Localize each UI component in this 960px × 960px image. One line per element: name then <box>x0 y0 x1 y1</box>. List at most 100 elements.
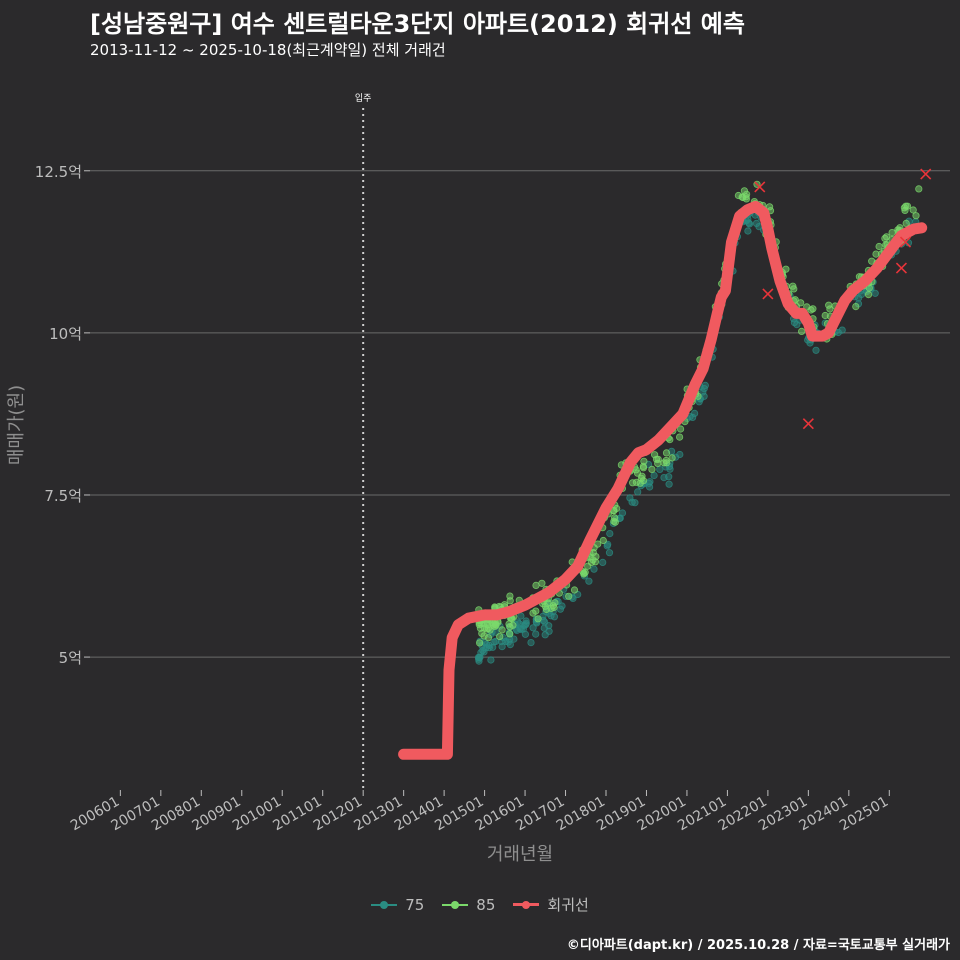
outlier-stroke <box>899 236 912 248</box>
legend-label-75: 75 <box>405 895 425 914</box>
grid-layer <box>90 170 950 658</box>
point-85 <box>676 425 685 433</box>
point-75 <box>585 577 593 585</box>
legend-item-85: 85 <box>442 896 495 914</box>
point-85 <box>912 212 920 220</box>
point-85 <box>868 257 876 265</box>
y-tick-label: 7.5억 <box>44 487 82 505</box>
outlier-marker <box>899 236 912 248</box>
outlier-stroke <box>895 262 908 274</box>
point-75 <box>479 646 487 655</box>
outlier-marker <box>802 418 814 430</box>
move-in-label: 입주 <box>355 92 372 104</box>
point-85 <box>550 603 558 612</box>
legend-key-regression <box>513 898 540 912</box>
y-tick-layer: 5억 7.5억 10억 12.5억 <box>35 163 90 667</box>
point-75 <box>650 471 658 480</box>
point-85 <box>505 620 513 628</box>
point-85 <box>599 536 607 545</box>
point-75 <box>599 558 607 567</box>
point-85 <box>789 282 797 290</box>
legend-label-regression: 회귀선 <box>547 896 589 914</box>
point-85 <box>589 556 597 564</box>
point-85 <box>903 202 912 210</box>
point-85 <box>825 301 833 309</box>
point-75 <box>812 346 820 354</box>
chart-title: [성남중원구] 여수 센트럴타운3단지 아파트(2012) 회귀선 예측 <box>90 10 745 38</box>
point-85 <box>640 457 648 465</box>
source-caption: ©디아파트(dapt.kr) / 2025.10.28 / 자료=국토교통부 실… <box>566 938 950 953</box>
point-85 <box>888 229 896 237</box>
point-75 <box>590 565 598 573</box>
point-75 <box>752 219 761 227</box>
point-75 <box>745 219 753 227</box>
point-85 <box>902 219 910 227</box>
y-axis-label: 매매가(원) <box>6 385 27 465</box>
point-75 <box>854 294 863 302</box>
point-85 <box>480 632 488 640</box>
legend: 75 85 회귀선 <box>0 894 960 915</box>
point-75 <box>666 465 674 473</box>
point-85 <box>532 581 540 590</box>
point-75 <box>605 549 614 557</box>
point-75 <box>506 640 514 649</box>
point-75 <box>522 621 530 629</box>
x-axis-label: 거래년월 <box>487 844 553 865</box>
regression-layer <box>398 200 928 760</box>
point-85 <box>628 479 637 487</box>
point-75 <box>540 624 548 632</box>
point-75 <box>521 630 530 638</box>
point-75 <box>527 638 535 647</box>
point-85 <box>594 540 602 548</box>
point-85 <box>538 579 546 587</box>
outlier-marker <box>920 168 932 180</box>
point-85 <box>534 615 542 623</box>
outlier-stroke <box>754 181 766 193</box>
point-75 <box>699 388 707 396</box>
point-85 <box>797 327 806 335</box>
point-85 <box>542 605 551 614</box>
point-75 <box>485 644 493 652</box>
point-75 <box>634 488 642 496</box>
point-85 <box>852 302 860 311</box>
point-85 <box>652 455 661 463</box>
point-85 <box>506 592 514 600</box>
regression-line <box>398 200 928 760</box>
outlier-layer <box>754 168 932 430</box>
point-75 <box>701 381 709 389</box>
point-85 <box>666 435 674 444</box>
point-85 <box>881 234 889 242</box>
annotation-layer: 입주 <box>355 92 372 790</box>
point-75 <box>646 478 654 486</box>
point-85 <box>909 206 917 214</box>
point-85 <box>807 306 815 314</box>
point-85 <box>864 290 873 299</box>
point-85 <box>570 586 579 594</box>
point-75 <box>475 657 483 665</box>
point-75 <box>540 618 549 626</box>
point-75 <box>631 499 639 507</box>
point-85 <box>668 454 676 462</box>
outlier-stroke <box>920 168 932 180</box>
point-85 <box>663 459 671 467</box>
point-75 <box>541 631 549 639</box>
point-75 <box>665 473 673 481</box>
y-tick-label: 12.5억 <box>35 163 82 181</box>
legend-item-75: 75 <box>371 896 424 914</box>
point-75 <box>656 465 664 473</box>
point-75 <box>487 656 495 664</box>
point-75 <box>517 612 525 620</box>
point-85 <box>662 449 671 457</box>
point-75 <box>744 227 752 235</box>
y-tick-label: 5억 <box>59 649 82 667</box>
point-75 <box>690 409 699 417</box>
point-75 <box>498 642 506 651</box>
legend-item-regression: 회귀선 <box>513 894 589 915</box>
outlier-marker <box>895 262 908 274</box>
point-85 <box>483 625 491 633</box>
point-85 <box>506 630 514 638</box>
legend-key-85 <box>442 898 469 912</box>
outlier-stroke <box>802 418 814 430</box>
point-85 <box>915 185 923 193</box>
point-85 <box>610 506 618 515</box>
